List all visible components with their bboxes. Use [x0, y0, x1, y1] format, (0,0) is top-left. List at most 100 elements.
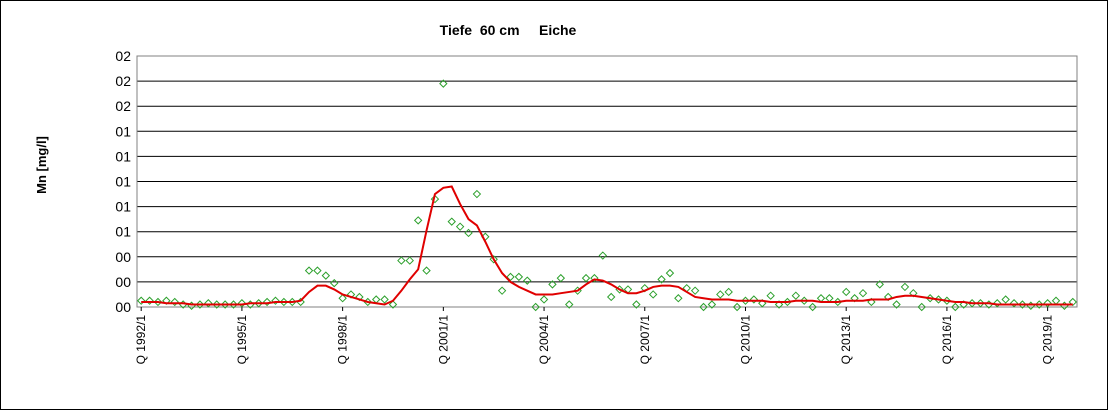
data-point — [657, 275, 666, 284]
y-tick-label: 00 — [115, 299, 131, 315]
data-point — [556, 273, 566, 283]
data-point — [237, 299, 247, 308]
data-point — [716, 290, 725, 299]
data-point — [606, 292, 616, 302]
data-point — [405, 256, 414, 265]
data-point — [254, 299, 263, 308]
data-point — [1035, 300, 1044, 309]
data-point — [648, 290, 658, 299]
data-point — [388, 300, 398, 309]
data-point — [741, 296, 750, 305]
y-tick-label: 00 — [115, 274, 131, 290]
data-point — [439, 79, 448, 88]
data-point — [858, 288, 868, 298]
data-point — [262, 297, 272, 307]
x-tick-label: Q 2001/1 — [436, 315, 450, 365]
data-point — [791, 291, 801, 300]
data-point — [800, 296, 809, 305]
y-tick-label: 02 — [115, 73, 131, 89]
x-tick-label: Q 2019/1 — [1041, 315, 1055, 365]
data-point — [699, 302, 708, 312]
data-point — [632, 300, 641, 309]
data-point — [153, 297, 163, 307]
data-point — [220, 300, 230, 309]
data-point — [808, 302, 817, 312]
x-tick-label: Q 1998/1 — [336, 315, 350, 365]
data-point — [397, 256, 406, 265]
data-line — [141, 185, 1073, 306]
y-tick-label: 01 — [115, 148, 131, 164]
data-point — [271, 296, 280, 305]
data-point — [422, 266, 431, 275]
data-point — [732, 302, 742, 312]
data-point — [313, 266, 322, 275]
data-point — [447, 217, 456, 226]
data-point — [455, 222, 465, 231]
chart-title: Tiefe 60 cm Eiche — [440, 22, 577, 38]
data-point — [993, 299, 1002, 308]
data-point — [900, 282, 910, 292]
data-point — [749, 295, 759, 304]
data-point — [430, 194, 440, 204]
data-point — [1018, 300, 1027, 309]
x-tick-label: Q 2010/1 — [738, 315, 752, 365]
data-point — [917, 302, 926, 312]
data-point — [724, 287, 733, 297]
y-tick-label: 01 — [115, 224, 131, 240]
x-tick-label: Q 1992/1 — [134, 315, 148, 365]
data-point — [380, 295, 389, 304]
data-point — [145, 296, 154, 305]
data-point — [1009, 299, 1019, 308]
data-point — [707, 300, 717, 309]
data-point — [548, 280, 557, 289]
data-point — [665, 268, 675, 278]
y-tick-label: 02 — [115, 48, 131, 64]
data-point — [774, 300, 784, 309]
data-point — [590, 273, 599, 283]
data-point — [531, 302, 540, 312]
data-point — [514, 272, 524, 282]
y-axis-label: Mn [mg/l] — [34, 136, 49, 194]
data-point — [539, 295, 549, 304]
data-point — [875, 280, 884, 289]
data-point — [489, 255, 498, 264]
data-point — [1001, 295, 1010, 304]
data-point — [766, 291, 775, 300]
data-point — [304, 266, 314, 275]
data-point — [523, 276, 532, 285]
data-point — [321, 271, 331, 280]
x-tick-label: Q 1995/1 — [235, 315, 249, 365]
data-point — [690, 286, 700, 295]
data-point — [674, 294, 683, 303]
plot-border — [136, 55, 1078, 308]
data-point — [413, 216, 423, 225]
data-point — [330, 278, 339, 288]
data-point — [497, 286, 507, 295]
data-point — [204, 299, 213, 308]
data-point — [279, 297, 289, 307]
data-point — [464, 228, 473, 238]
data-point — [581, 273, 591, 283]
data-point — [951, 302, 960, 312]
y-tick-label: 01 — [115, 174, 131, 190]
data-point — [229, 300, 238, 309]
data-point — [472, 189, 482, 199]
data-point — [212, 300, 221, 309]
x-tick-label: Q 2016/1 — [940, 315, 954, 365]
data-point — [841, 287, 851, 297]
data-point — [338, 294, 347, 303]
data-point — [976, 299, 985, 308]
data-point — [195, 300, 205, 309]
y-tick-label: 01 — [115, 199, 131, 215]
y-tick-label: 00 — [115, 249, 131, 265]
x-tick-label: Q 2013/1 — [839, 315, 853, 365]
data-point — [506, 272, 515, 282]
y-tick-label: 02 — [115, 98, 131, 114]
data-point — [598, 251, 608, 260]
data-point — [1043, 299, 1052, 308]
data-point — [136, 296, 146, 305]
y-tick-label: 01 — [115, 123, 131, 139]
x-tick-label: Q 2007/1 — [638, 315, 652, 365]
